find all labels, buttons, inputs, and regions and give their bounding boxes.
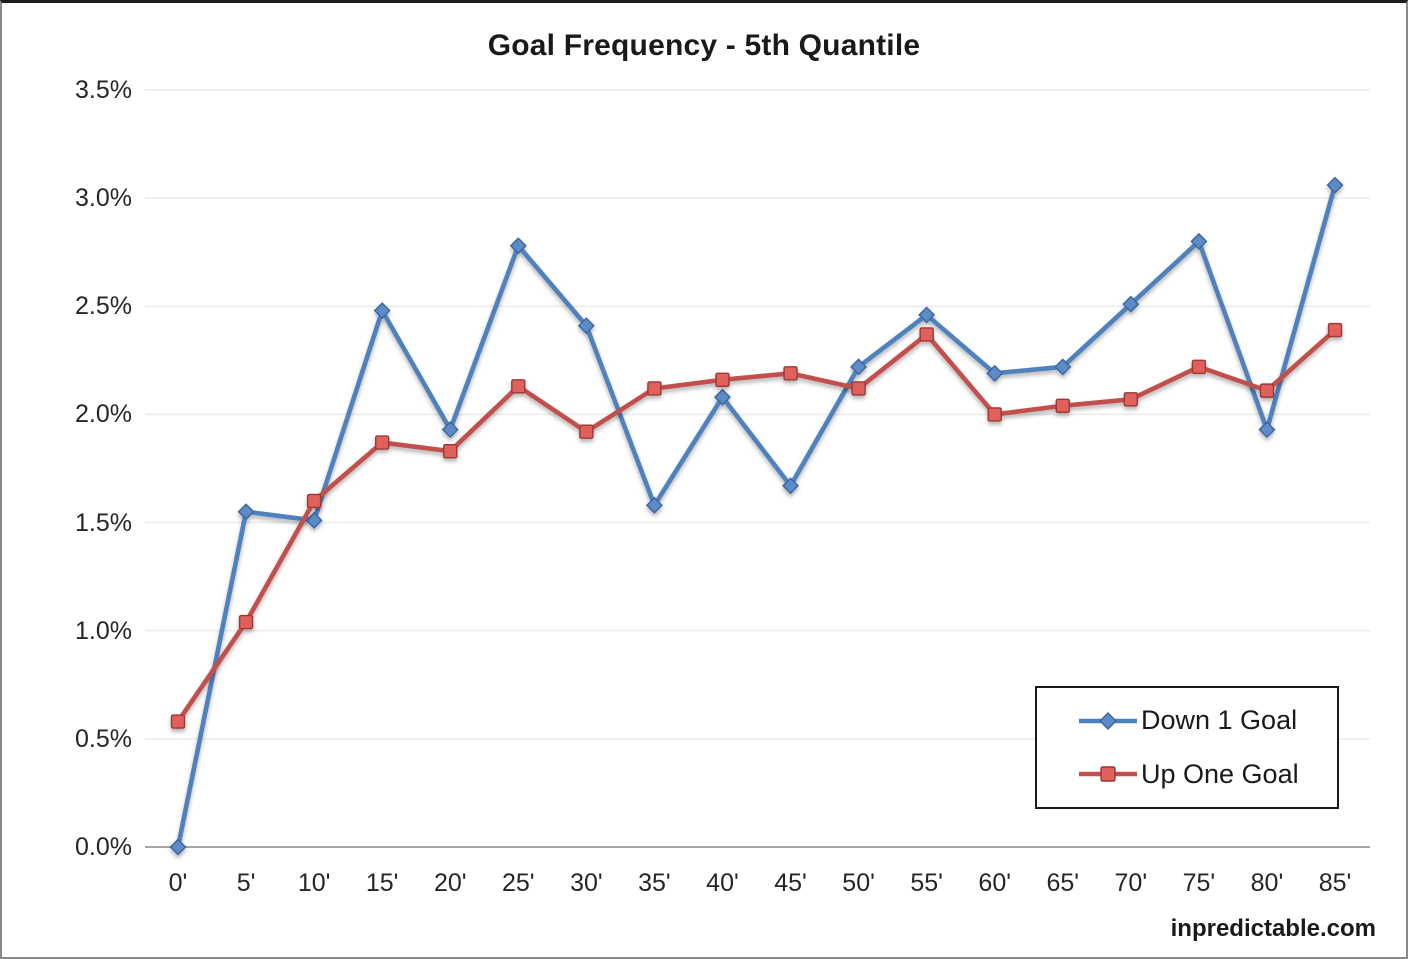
data-point-marker	[1259, 383, 1275, 398]
x-axis-tick-label: 75'	[1182, 869, 1216, 897]
data-point-marker	[305, 511, 323, 529]
x-axis-tick-label: 70'	[1114, 869, 1148, 897]
legend-label: Up One Goal	[1141, 758, 1299, 789]
data-point-marker	[169, 838, 187, 856]
x-axis-tick-label: 0'	[168, 869, 188, 897]
data-point-marker	[782, 477, 800, 495]
data-point-marker	[170, 714, 186, 729]
series-down-1-goal	[169, 176, 1344, 856]
data-point-marker	[237, 503, 255, 521]
data-point-marker	[1326, 176, 1344, 194]
data-point-marker	[1258, 421, 1276, 439]
data-point-marker	[374, 435, 390, 450]
y-axis-tick-label: 1.0%	[75, 616, 132, 645]
series-up-one-goal	[170, 322, 1343, 729]
data-point-marker	[443, 443, 458, 459]
data-point-marker	[713, 388, 731, 406]
data-point-marker	[238, 614, 254, 630]
data-point-marker	[1123, 392, 1139, 407]
legend-item-up-one-goal: Up One Goal	[1077, 759, 1337, 790]
y-axis-tick-label: 0.0%	[75, 833, 132, 861]
y-axis-tick-label: 2.5%	[75, 292, 132, 321]
data-point-marker	[647, 381, 662, 396]
data-point-marker	[987, 407, 1002, 422]
watermark-text: inpredictable.com	[1170, 915, 1376, 942]
diamond-marker-icon	[1079, 711, 1137, 730]
data-point-marker	[373, 302, 391, 320]
legend-label: Down 1 Goal	[1141, 705, 1298, 736]
x-axis-tick-label: 25'	[502, 869, 535, 897]
data-point-marker	[851, 381, 866, 396]
x-axis-tick-label: 65'	[1046, 869, 1080, 897]
legend-box: Down 1 Goal Up One Goal	[1035, 686, 1339, 809]
data-point-marker	[1327, 322, 1343, 338]
data-point-marker	[645, 496, 663, 514]
plot-area	[145, 89, 1370, 856]
x-axis-tick-label: 80'	[1250, 869, 1284, 897]
x-axis-tick-label: 15'	[365, 869, 399, 897]
x-axis-tick-label: 20'	[433, 869, 467, 897]
data-point-marker	[577, 317, 595, 335]
y-axis-tick-label: 2.0%	[75, 400, 132, 429]
x-axis-tick-label: 50'	[842, 869, 875, 897]
x-axis-tick-label: 45'	[774, 869, 807, 897]
data-point-marker	[850, 358, 868, 376]
x-axis-tick-label: 40'	[706, 869, 739, 897]
data-point-marker	[306, 493, 322, 509]
x-axis-tick-label: 60'	[978, 869, 1012, 897]
x-axis-tick-label: 5'	[236, 869, 256, 897]
y-axis-tick-label: 1.5%	[75, 508, 132, 537]
data-point-marker	[986, 364, 1004, 382]
data-point-marker	[1054, 358, 1072, 376]
legend-item-down-1-goal: Down 1 Goal	[1077, 705, 1337, 736]
x-axis-tick-label: 85'	[1318, 869, 1352, 897]
y-axis-tick-label: 0.5%	[75, 724, 132, 753]
data-point-marker	[509, 237, 527, 255]
x-axis-tick-label: 55'	[910, 869, 943, 897]
chart-title: Goal Frequency - 5th Quantile	[487, 29, 921, 62]
data-point-marker	[579, 424, 594, 439]
x-axis-tick-label: 30'	[570, 869, 603, 897]
data-point-marker	[919, 327, 934, 342]
y-axis-tick-label: 3.5%	[75, 76, 132, 104]
data-point-marker	[1055, 398, 1070, 413]
data-point-marker	[783, 366, 798, 381]
data-point-marker	[1191, 359, 1207, 375]
x-axis-tick-label: 10'	[297, 869, 331, 897]
data-point-marker	[715, 372, 730, 388]
square-marker-icon	[1079, 766, 1137, 782]
y-axis-tick-label: 3.0%	[75, 184, 132, 213]
data-point-marker	[441, 421, 459, 439]
x-axis-tick-label: 35'	[638, 869, 671, 897]
data-point-marker	[918, 306, 936, 324]
data-point-marker	[1190, 232, 1208, 250]
data-point-marker	[1122, 295, 1140, 313]
data-point-marker	[511, 379, 526, 394]
